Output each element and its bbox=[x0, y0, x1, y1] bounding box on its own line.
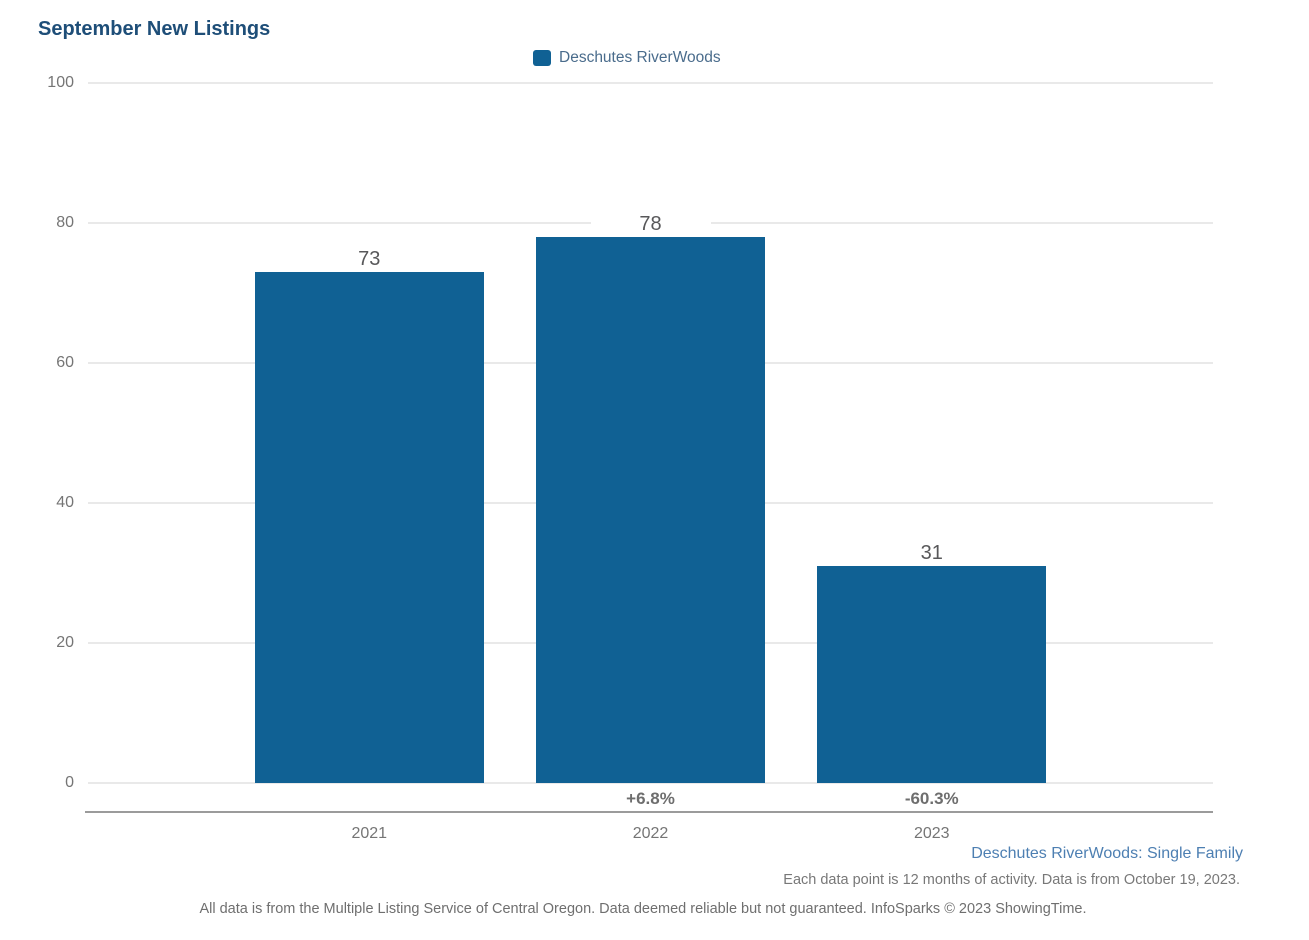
x-axis-category-label: 2022 bbox=[632, 825, 669, 842]
footer-segment-label: Deschutes RiverWoods: Single Family bbox=[971, 845, 1243, 862]
y-axis-tick-label: 40 bbox=[56, 494, 74, 511]
bar-2022[interactable] bbox=[536, 237, 765, 783]
bar-value-label: 73 bbox=[309, 248, 430, 270]
x-axis-line bbox=[85, 811, 1213, 813]
bar-value-label: 78 bbox=[590, 213, 711, 235]
y-axis-tick-label: 60 bbox=[56, 354, 74, 371]
pct-change-label: +6.8% bbox=[626, 789, 675, 808]
chart-legend: Deschutes RiverWoods bbox=[533, 49, 721, 67]
bar-2023[interactable] bbox=[817, 566, 1047, 783]
pct-change-label: -60.3% bbox=[904, 789, 959, 808]
bar-2021[interactable] bbox=[254, 272, 484, 783]
bar-value-label: 31 bbox=[871, 542, 992, 564]
gridline-y-100 bbox=[88, 82, 1213, 84]
footer-disclaimer: All data is from the Multiple Listing Se… bbox=[199, 901, 1087, 917]
x-axis-category-label: 2023 bbox=[913, 825, 950, 842]
legend-series-label: Deschutes RiverWoods bbox=[559, 49, 721, 66]
chart-title: September New Listings bbox=[38, 18, 271, 40]
y-axis-tick-label: 0 bbox=[65, 774, 74, 791]
y-axis-tick-label: 100 bbox=[47, 74, 74, 91]
legend-swatch-icon bbox=[533, 50, 551, 66]
gridline-y-0 bbox=[88, 782, 1213, 784]
y-axis-tick-label: 20 bbox=[56, 634, 74, 651]
footer-data-note: Each data point is 12 months of activity… bbox=[783, 872, 1240, 888]
y-axis-tick-label: 80 bbox=[56, 214, 74, 231]
x-axis-category-label: 2021 bbox=[351, 825, 388, 842]
